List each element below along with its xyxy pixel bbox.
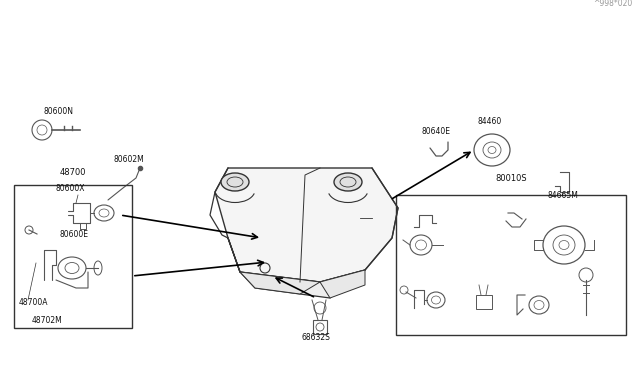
Polygon shape <box>215 168 398 282</box>
Bar <box>396 195 626 335</box>
Text: 84665M: 84665M <box>547 191 578 200</box>
Bar <box>14 185 132 328</box>
Ellipse shape <box>221 173 249 191</box>
Text: 84460: 84460 <box>478 117 502 126</box>
Text: 48702M: 48702M <box>32 316 63 325</box>
Text: 80010S: 80010S <box>495 174 527 183</box>
Text: 48700A: 48700A <box>19 298 49 307</box>
Text: 80600N: 80600N <box>44 107 74 116</box>
Text: 80640E: 80640E <box>422 127 451 136</box>
Polygon shape <box>240 270 365 298</box>
Ellipse shape <box>334 173 362 191</box>
Text: 80600X: 80600X <box>56 184 86 193</box>
Text: 80602M: 80602M <box>113 155 144 164</box>
Polygon shape <box>320 270 365 298</box>
Text: 68632S: 68632S <box>302 333 331 342</box>
Text: ^998*020: ^998*020 <box>593 0 632 8</box>
Text: 48700: 48700 <box>60 168 86 177</box>
Polygon shape <box>240 272 320 294</box>
Bar <box>313 320 327 334</box>
Bar <box>476 295 492 309</box>
Text: 80600E: 80600E <box>60 230 89 239</box>
